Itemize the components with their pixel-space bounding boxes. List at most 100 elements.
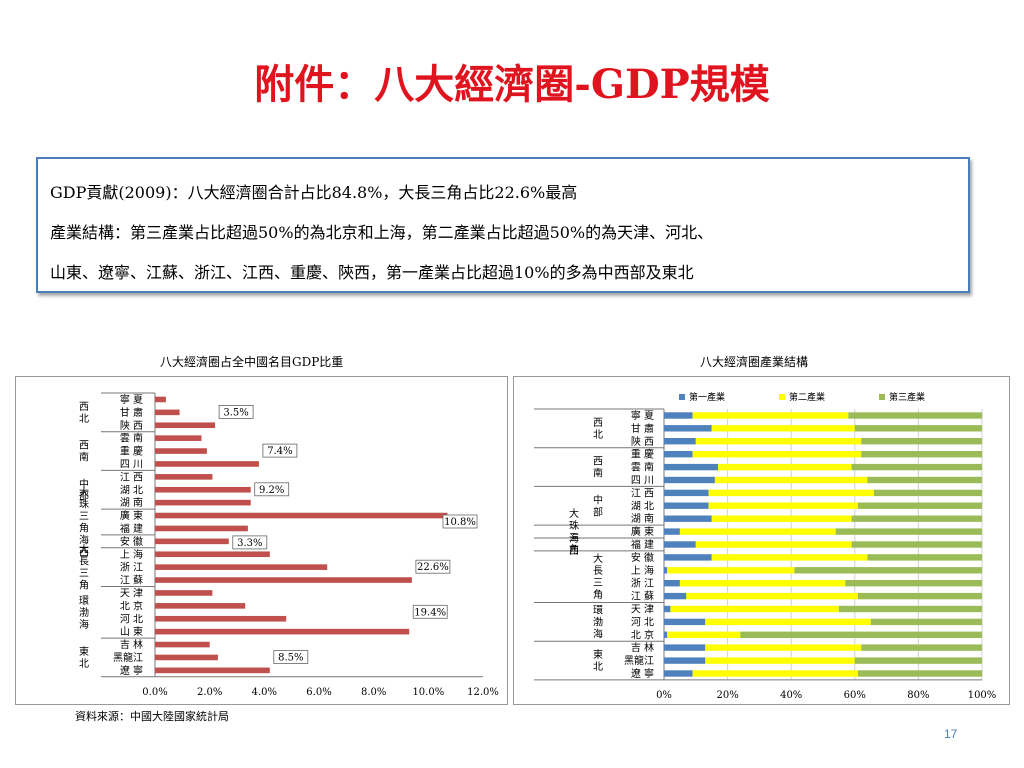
bar — [155, 486, 251, 493]
category-label: 福 建 — [120, 522, 143, 535]
group-label: 大珠三角海西 — [79, 486, 89, 559]
x-tick-label: 4.0% — [252, 687, 277, 698]
stacked-bar-segment — [858, 670, 982, 677]
stacked-bar-segment — [858, 502, 982, 509]
category-label: 陝 西 — [631, 436, 654, 448]
category-label: 北 京 — [120, 599, 143, 612]
stacked-bar-segment — [664, 412, 693, 419]
stacked-bar-segment — [854, 657, 982, 664]
stacked-bar-segment — [794, 567, 982, 574]
category-label: 黑龍江 — [624, 654, 654, 667]
stacked-bar-segment — [664, 618, 706, 626]
group-total-label: 8.5% — [278, 653, 303, 664]
bar — [155, 667, 270, 674]
group-label: 海西 — [569, 532, 579, 557]
group-total-box — [254, 482, 290, 497]
data-source: 資料來源：中國大陸國家統計局 — [75, 710, 229, 723]
group-total-label: 10.8% — [444, 517, 476, 528]
x-tick-label: 40% — [780, 690, 802, 701]
stacked-bar-segment — [692, 412, 849, 419]
bar — [155, 474, 213, 480]
category-label: 天 津 — [631, 603, 654, 615]
stacked-bar-segment — [667, 631, 741, 638]
group-total-box — [415, 559, 451, 574]
x-tick-label: 12.0% — [467, 687, 499, 698]
group-total-box — [218, 404, 254, 419]
stacked-bar-segment — [851, 515, 982, 522]
stacked-bar-segment — [740, 631, 982, 638]
category-label: 河 北 — [631, 616, 654, 628]
page-number: 17 — [944, 727, 958, 741]
stacked-bar-segment — [664, 425, 712, 432]
group-total-box — [412, 604, 448, 619]
group-label: 大長三角 — [79, 543, 89, 592]
stacked-bar-segment — [708, 502, 858, 509]
stacked-bar-segment — [686, 592, 858, 600]
stacked-bar-segment — [835, 528, 982, 535]
group-label: 西北 — [593, 418, 603, 441]
category-label: 江 蘇 — [120, 574, 143, 587]
category-label: 江 蘇 — [631, 590, 654, 603]
industry-structure-chart: 第一產業 第二產業 第三產業 0% 20% 40% 60% 80% 100% 寧 夏甘 肅陝 西重… — [513, 376, 1010, 705]
group-label: 東北 — [79, 645, 89, 670]
group-label: 西南 — [79, 441, 89, 464]
stacked-bar-segment — [854, 425, 982, 432]
stacked-bar-segment — [711, 515, 852, 522]
group-label: 大長三角 — [593, 552, 603, 601]
group-total-label: 3.3% — [237, 538, 262, 549]
stacked-bar-segment — [664, 463, 719, 471]
stacked-bar-segment — [845, 580, 982, 587]
stacked-bar-segment — [851, 541, 982, 548]
category-label: 寧 夏 — [120, 393, 143, 406]
legend-label: 第一產業 — [689, 391, 725, 403]
bar — [155, 641, 210, 648]
stacked-bar-segment — [679, 580, 846, 587]
stacked-bar-segment — [861, 451, 982, 458]
stacked-bar-segment — [664, 580, 680, 587]
stacked-bar-segment — [664, 670, 693, 677]
category-label: 廣 東 — [631, 525, 654, 538]
category-label: 天 津 — [120, 587, 143, 599]
bar — [155, 628, 410, 635]
group-label: 大珠三角 — [569, 507, 579, 556]
stacked-bar-segment — [664, 631, 668, 638]
category-label: 雲 南 — [631, 461, 654, 474]
group-label: 中部 — [79, 477, 89, 502]
stacked-bar-segment — [664, 476, 715, 484]
stacked-bar-segment — [870, 618, 982, 626]
category-label: 湖 南 — [120, 496, 143, 509]
category-label: 安 徽 — [631, 551, 654, 564]
stacked-bar-segment — [664, 438, 696, 445]
group-total-label: 3.5% — [223, 407, 248, 418]
summary-line-structure: 產業結構：第三產業占比超過50%的為北京和上海，第二產業占比超過50%的為天津、… — [50, 223, 714, 242]
group-total-box — [232, 535, 268, 550]
gdp-chart-title: 八大經濟圈占全中國名目GDP比重 — [160, 355, 344, 369]
stacked-bar-segment — [664, 592, 687, 600]
group-label: 環渤海 — [79, 595, 89, 631]
category-label: 北 京 — [631, 628, 654, 641]
category-label: 雲 南 — [120, 432, 143, 445]
stacked-bar-segment — [664, 489, 709, 497]
x-tick-label: 8.0% — [361, 687, 386, 698]
category-label: 浙 江 — [120, 562, 143, 574]
stacked-bar-segment — [858, 592, 982, 600]
stacked-bar-segment — [664, 657, 706, 664]
gdp-share-chart: 0.0% 2.0% 4.0% 6.0% 8.0% 10.0% 12.0% 寧 夏甘 肅陝 西雲… — [15, 376, 508, 705]
stacked-bar-segment — [692, 451, 862, 458]
bar — [155, 577, 412, 583]
bar — [155, 499, 251, 506]
category-label: 江 西 — [120, 471, 143, 483]
category-label: 河 北 — [120, 613, 143, 625]
stacked-bar-segment — [679, 528, 836, 535]
stacked-bar-segment — [867, 476, 982, 484]
category-label: 遼 寧 — [120, 664, 143, 677]
stacked-bar-segment — [667, 567, 795, 574]
category-label: 浙 江 — [631, 578, 654, 590]
stacked-bar-segment — [664, 605, 671, 613]
x-tick-label: 2.0% — [197, 687, 222, 698]
group-total-label: 7.4% — [267, 446, 292, 457]
industry-structure-chart-svg: 第一產業 第二產業 第三產業 0% 20% 40% 60% 80% 100% 寧 夏甘 肅陝 西重… — [534, 391, 997, 701]
stacked-bar-segment — [664, 502, 709, 509]
bar — [155, 551, 270, 558]
x-tick-label: 100% — [968, 690, 997, 701]
